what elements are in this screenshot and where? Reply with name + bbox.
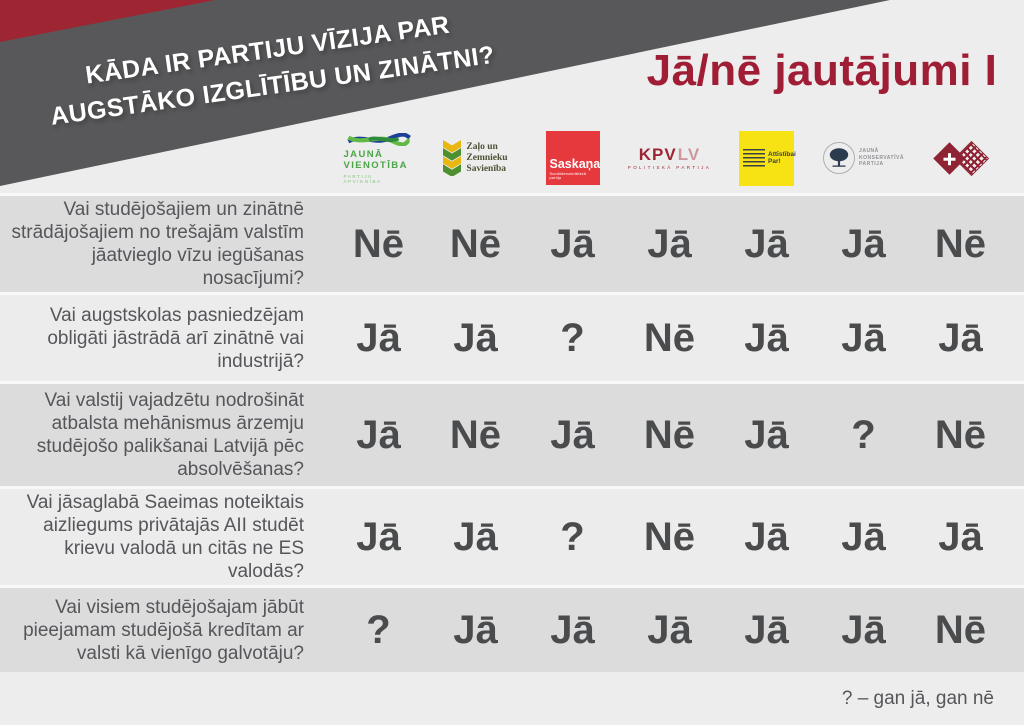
jkp-name: JAUNĀ KONSERVATĪVĀ PARTIJA [859,148,904,168]
answer-cell: Jā [744,514,789,559]
jv-name-line1: JAUNĀ [343,148,384,160]
answer-cell: Jā [744,221,789,266]
party-logo-kpv-lv: KPVLV POLITISKĀ PARTIJA [628,146,711,170]
answer-cell: Jā [647,607,692,652]
table-row: Vai studējošajiem un zinātnē strādājošaj… [0,196,1024,292]
attistibai-par-lines-icon [743,148,765,168]
table-row: Vai augstskolas pasniedzējam obligāti jā… [0,295,1024,381]
answer-cell: Jā [744,607,789,652]
answer-cell: Nē [643,412,696,457]
footer: ? – gan jā, gan nē [0,672,1024,725]
answer-cell: Jā [356,412,401,457]
answer-cell: Jā [356,315,401,360]
attistibai-par-name: Attīstībai Par! [768,151,796,166]
kpv-subtitle: POLITISKĀ PARTIJA [627,165,712,170]
jv-subtitle: PARTIJU APVIENĪBA [343,173,382,184]
answer-cell: Nē [643,315,696,360]
answer-cell: Jā [841,315,886,360]
saskana-red-square-icon: Saskaņa Sociāldemokrātiskā partija [545,131,601,185]
party-logos-row: JAUNĀ VIENOTĪBA PARTIJU APVIENĪBA Zaļo u… [330,120,1009,196]
answer-cell: Jā [550,607,595,652]
answer-cell: Jā [453,607,498,652]
answer-cell: Jā [356,514,401,559]
question-cell: Vai jāsaglabā Saeimas noteiktais aizlieg… [26,492,304,582]
party-logo-attistibai-par: Attīstībai Par! [739,130,796,186]
jkp-name-line2: KONSERVATĪVĀ [859,154,904,161]
jkp-tree-icon [823,142,856,174]
answer-cell: Jā [550,221,595,266]
table-row: Vai jāsaglabā Saeimas noteiktais aizlieg… [0,489,1024,585]
answer-cell: ? [560,315,585,360]
jkp-name-line3: PARTIJA [859,161,884,168]
answer-cell: Nē [643,514,696,559]
answer-cell: Jā [744,315,789,360]
question-cell: Vai valstij vajadzētu nodrošināt atbalst… [36,390,304,480]
legend-text: ? – gan jā, gan nē [841,687,994,709]
kpv-lv-wordmark: KPVLV [639,146,700,163]
ap-name-line2: Par! [768,158,781,165]
answer-cell: Jā [744,412,789,457]
table-row: Vai visiem studējošajam jābūt pieejamam … [0,588,1024,672]
question-cell: Vai studējošajiem un zinātnē strādājošaj… [11,199,305,289]
answer-cell: Nē [449,221,502,266]
answer-cell: Nē [449,412,502,457]
saskana-name: Saskaņa [549,156,601,171]
zzs-chevron-icon [443,140,462,176]
zzs-name-line1: Zaļo un [466,141,498,152]
answer-cell: Nē [934,412,987,457]
answer-cell: Jā [453,514,498,559]
kpv-text: KPV [638,145,677,164]
question-cell: Vai augstskolas pasniedzējam obligāti jā… [47,304,304,372]
table-row: Vai valstij vajadzētu nodrošināt atbalst… [0,384,1024,486]
answer-cell: Jā [841,514,886,559]
answer-cell: Nē [934,221,987,266]
jauna-vienotiba-ribbon-icon [346,132,411,146]
answer-cell: Jā [841,607,886,652]
party-logo-nacionala-apvieniba [932,140,989,176]
jv-name-line2: VIENOTĪBA [343,160,408,171]
na-solid-diamond-icon [932,141,966,175]
lv-text: LV [677,145,701,164]
ap-name-line1: Attīstībai [768,150,796,158]
answer-cell: Jā [938,514,983,559]
saskana-subtitle: Sociāldemokrātiskā partija [549,172,587,180]
party-logo-saskana: Saskaņa Sociāldemokrātiskā partija [545,131,601,185]
question-cell: Vai visiem studējošajam jābūt pieejamam … [23,596,304,664]
zzs-name-line3: Savienība [466,163,507,174]
answers-table: Vai studējošajiem un zinātnē strādājošaj… [0,193,1024,672]
attistibai-par-yellow-square-icon: Attīstībai Par! [739,130,796,186]
zzs-name: Zaļo un Zemnieku Savienība [466,142,507,175]
answer-cell: Jā [453,315,498,360]
answer-cell: Jā [841,221,886,266]
answer-cell: Jā [647,221,692,266]
party-logo-zzs: Zaļo un Zemnieku Savienība [443,140,508,176]
answer-cell: Nē [934,607,987,652]
party-logo-jauna-vienotiba: JAUNĀ VIENOTĪBA PARTIJU APVIENĪBA [343,132,414,184]
answer-cell: Jā [550,412,595,457]
answer-cell: Nē [352,221,405,266]
party-logo-jkp: JAUNĀ KONSERVATĪVĀ PARTIJA [823,142,904,174]
answer-cell: ? [851,412,876,457]
answer-cell: ? [366,607,391,652]
page-title: Jā/nē jautājumi I [646,46,998,95]
answer-cell: ? [560,514,585,559]
jkp-name-line1: JAUNĀ [859,148,879,155]
jauna-vienotiba-name: JAUNĀ VIENOTĪBA [344,149,414,172]
answer-cell: Jā [938,315,983,360]
zzs-name-line2: Zemnieku [466,152,508,163]
